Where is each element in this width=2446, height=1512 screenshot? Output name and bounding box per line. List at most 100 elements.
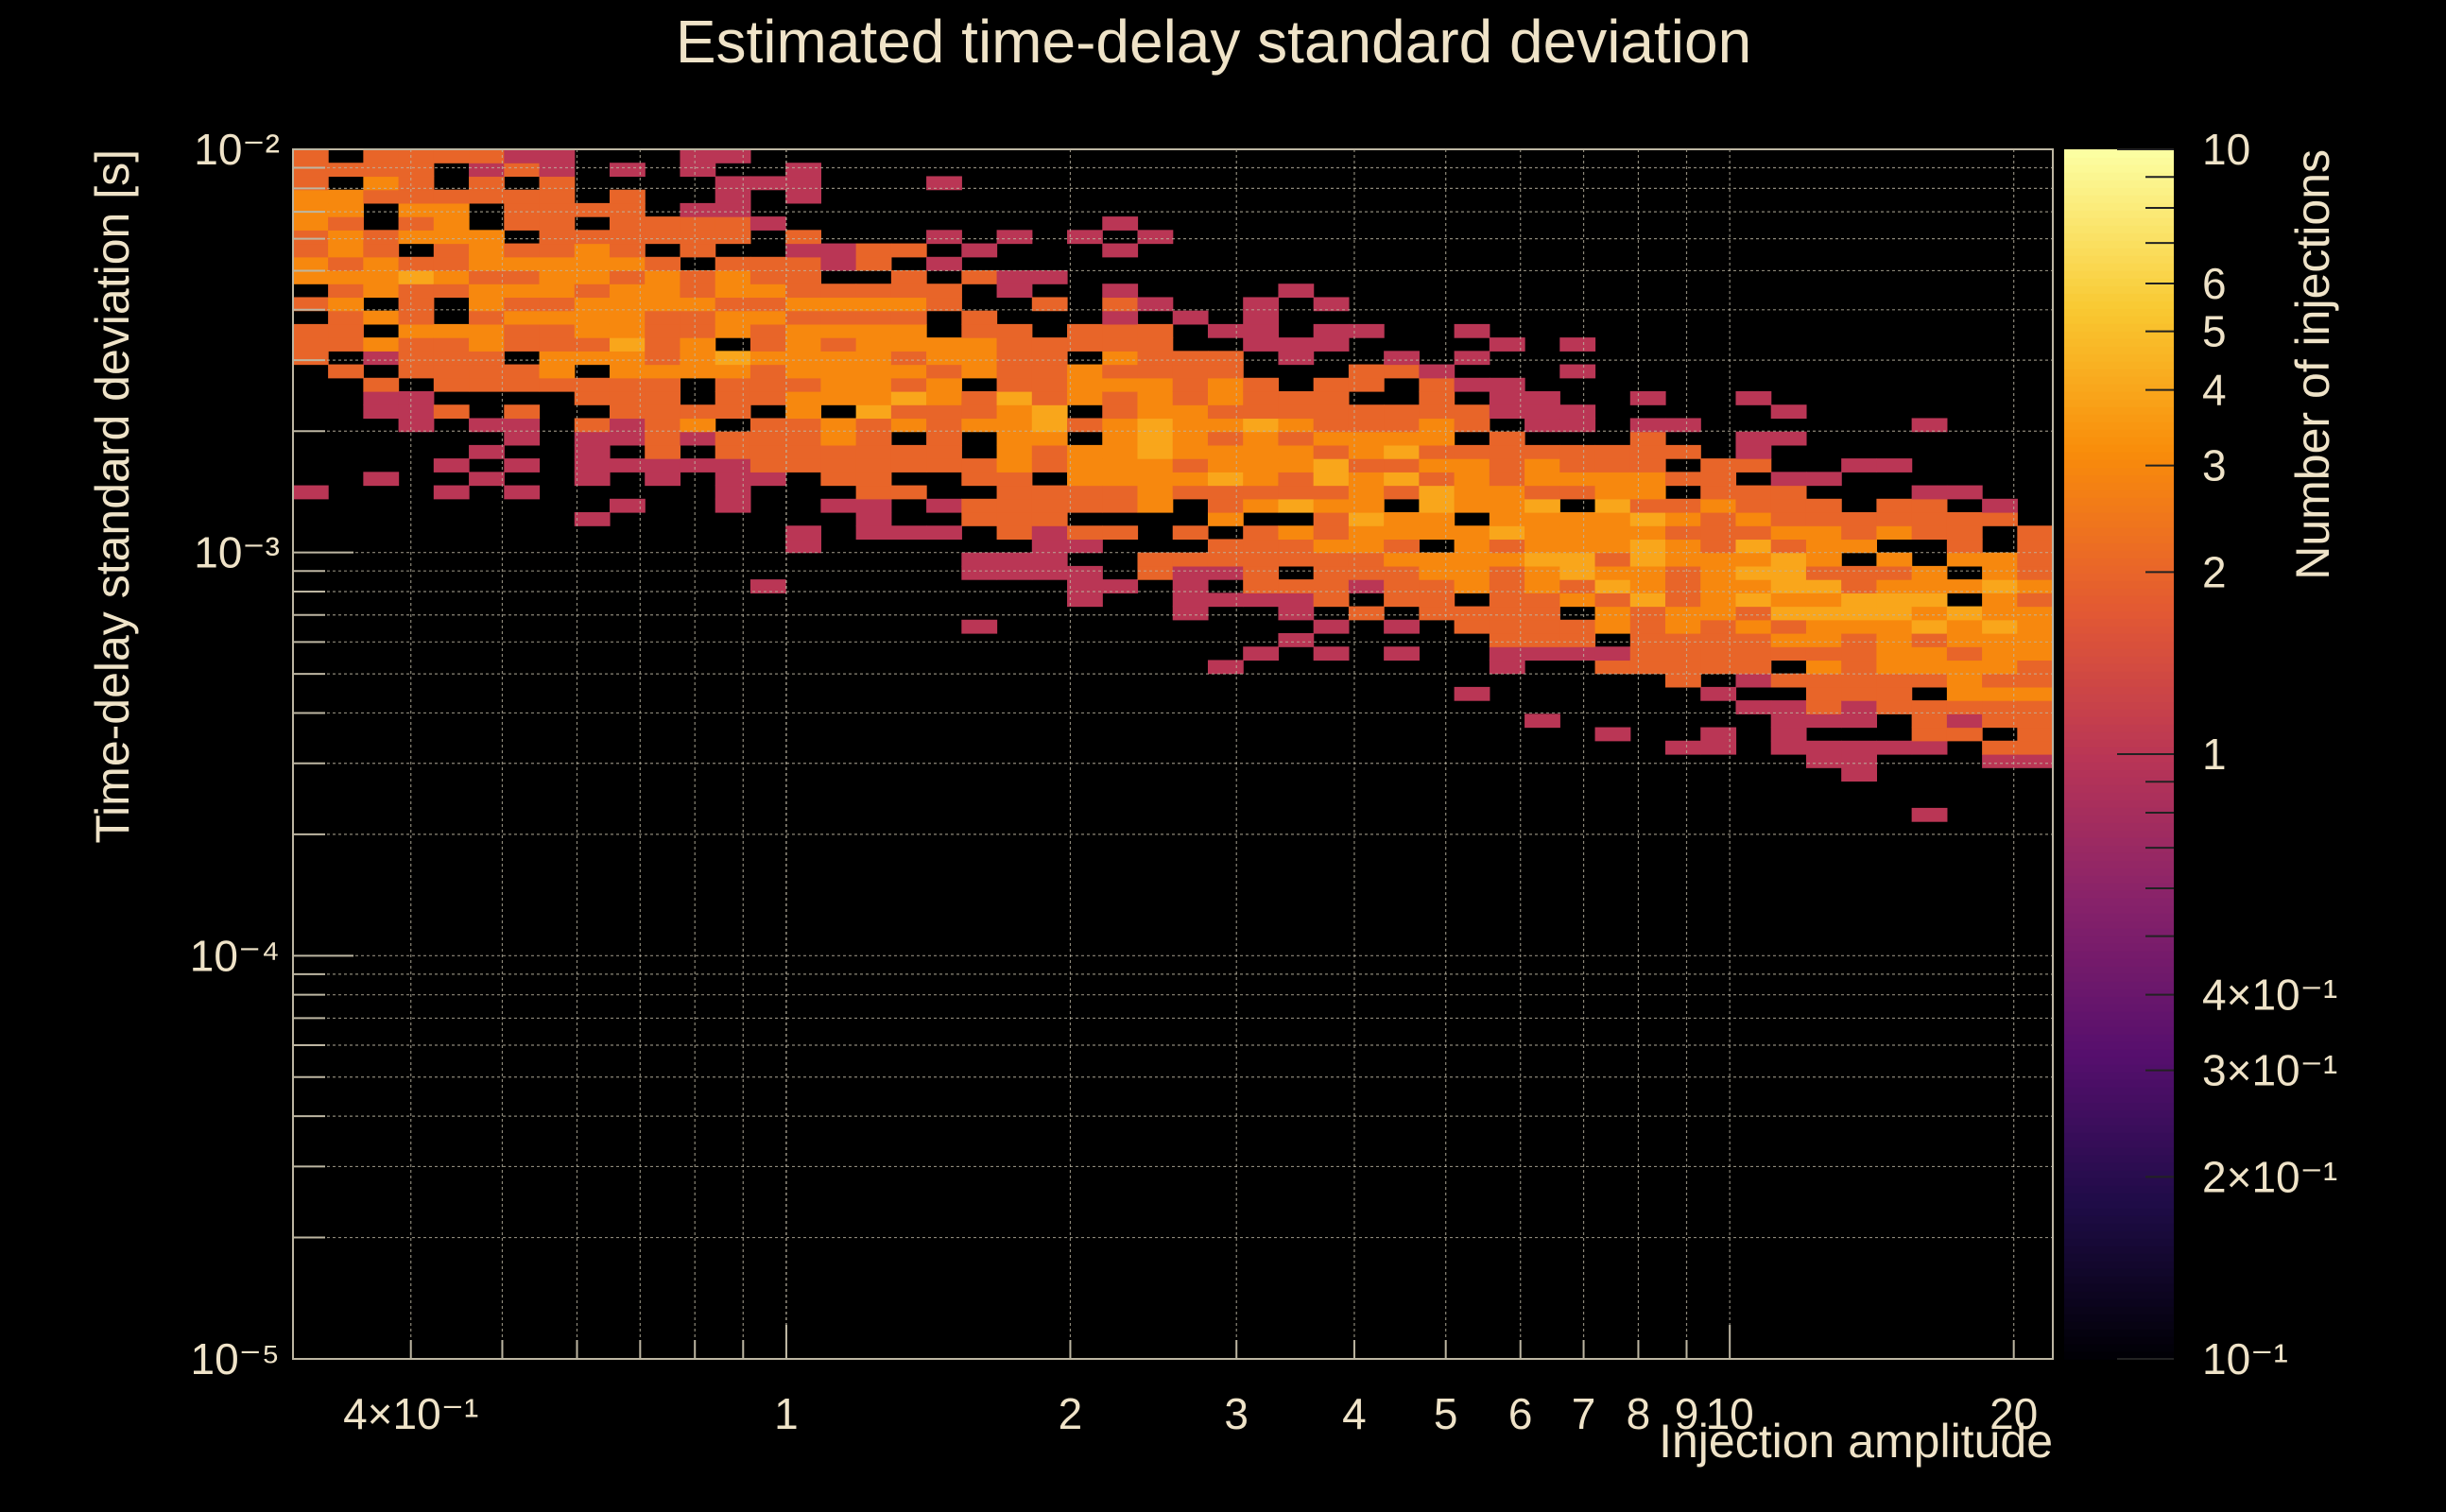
colorbar-segment <box>2064 716 2174 725</box>
heatmap-cell <box>785 404 821 420</box>
heatmap-cell <box>1243 431 1280 446</box>
heatmap-cell <box>1067 579 1103 593</box>
y-tick-label: 10⁻³ <box>194 528 280 577</box>
colorbar-segment <box>2064 429 2174 438</box>
heatmap-cell <box>328 216 364 231</box>
heatmap-cell <box>1735 444 1772 459</box>
heatmap-cell <box>1137 351 1174 366</box>
colorbar-segment <box>2064 671 2174 679</box>
colorbar-segment <box>2064 558 2174 566</box>
heatmap-cell <box>1419 593 1456 608</box>
heatmap-cell <box>1524 418 1560 433</box>
heatmap-cell <box>715 323 751 338</box>
heatmap-cell <box>1419 458 1456 472</box>
heatmap-cell <box>1067 377 1103 392</box>
heatmap-cell <box>609 323 646 338</box>
heatmap-cell <box>1102 485 1139 500</box>
heatmap-cell <box>1454 404 1490 420</box>
heatmap-cell <box>1770 646 1807 662</box>
heatmap-cell <box>1489 391 1525 405</box>
heatmap-cell <box>1348 552 1385 567</box>
heatmap-cell <box>1805 686 1842 701</box>
heatmap-cell <box>469 176 505 191</box>
heatmap-cell <box>1348 323 1385 338</box>
heatmap-cell <box>890 418 927 433</box>
heatmap-cell <box>1805 512 1842 526</box>
colorbar-segment <box>2064 255 2174 264</box>
heatmap-cell <box>574 297 611 312</box>
heatmap-cell <box>609 256 646 271</box>
heatmap-cell <box>433 270 470 284</box>
heatmap-cell <box>1102 418 1139 433</box>
colorbar-segment <box>2064 1298 2174 1307</box>
heatmap-cell <box>1911 740 1948 755</box>
colorbar-segment <box>2064 996 2174 1005</box>
heatmap-cell <box>1419 391 1456 405</box>
heatmap-cell <box>1207 364 1244 379</box>
heatmap-cell <box>1805 472 1842 487</box>
heatmap-cell <box>1278 458 1315 472</box>
heatmap-cell <box>680 351 716 366</box>
heatmap-cell <box>749 351 786 366</box>
heatmap-cell <box>1313 404 1350 420</box>
heatmap-cell <box>1841 512 1877 526</box>
heatmap-cell <box>1629 646 1666 662</box>
heatmap-cell <box>1946 646 1983 662</box>
colorbar-segment <box>2064 323 2174 332</box>
heatmap-cell <box>715 202 751 217</box>
heatmap-cell <box>1735 498 1772 513</box>
heatmap-cell <box>1313 525 1350 541</box>
heatmap-cell <box>715 404 751 420</box>
heatmap-cell <box>1489 565 1525 580</box>
heatmap-cell <box>1454 539 1490 554</box>
heatmap-cell <box>680 364 716 379</box>
heatmap-cell <box>1313 431 1350 446</box>
heatmap-cell <box>1313 619 1350 634</box>
heatmap-cell <box>328 364 364 379</box>
heatmap-cell <box>1243 539 1280 554</box>
heatmap-cell <box>1067 472 1103 487</box>
y-axis-label: Time-delay standard deviation [s] <box>86 149 139 844</box>
x-tick-label: 1 <box>774 1389 799 1438</box>
heatmap-cell <box>539 163 576 178</box>
heatmap-cell <box>1841 686 1877 701</box>
heatmap-cell <box>609 297 646 312</box>
heatmap-cell <box>1982 740 2018 755</box>
colorbar-tick-label: 4×10⁻¹ <box>2202 971 2337 1020</box>
heatmap-cell <box>1700 727 1737 742</box>
heatmap-cell <box>1735 646 1772 662</box>
heatmap-cell <box>1489 485 1525 500</box>
heatmap-cell <box>1489 579 1525 593</box>
heatmap-cell <box>1489 552 1525 567</box>
heatmap-cell <box>1524 404 1560 420</box>
heatmap-cell <box>504 284 541 299</box>
heatmap-cell <box>715 485 751 500</box>
heatmap-cell <box>433 202 470 217</box>
heatmap-cell <box>820 364 857 379</box>
heatmap-cell <box>1067 323 1103 338</box>
heatmap-cell <box>1770 593 1807 608</box>
heatmap-cell <box>328 270 364 284</box>
heatmap-cell <box>1489 472 1525 487</box>
heatmap-cell <box>1313 646 1350 662</box>
heatmap-cell <box>680 149 716 163</box>
heatmap-cell <box>1454 619 1490 634</box>
colorbar-segment <box>2064 1344 2174 1352</box>
heatmap-cell <box>1243 565 1280 580</box>
heatmap-cell <box>1489 539 1525 554</box>
heatmap-cell <box>1770 552 1807 567</box>
heatmap-cell <box>398 202 435 217</box>
heatmap-cell <box>504 431 541 446</box>
colorbar-segment <box>2064 868 2174 876</box>
heatmap-cell <box>1559 579 1596 593</box>
heatmap-cell <box>1067 593 1103 608</box>
heatmap-cell <box>398 351 435 366</box>
colorbar-segment <box>2064 981 2174 989</box>
heatmap-cell <box>1770 619 1807 634</box>
heatmap-cell <box>2017 579 2054 593</box>
heatmap-cell <box>1419 431 1456 446</box>
heatmap-cell <box>820 458 857 472</box>
heatmap-cell <box>504 243 541 258</box>
heatmap-cell <box>1172 404 1209 420</box>
colorbar-segment <box>2064 217 2174 226</box>
